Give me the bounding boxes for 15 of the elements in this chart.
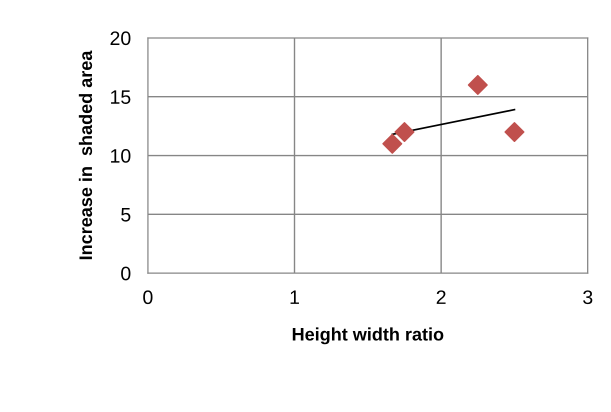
y-tick-label: 10	[111, 149, 130, 163]
point	[382, 134, 402, 154]
point	[468, 74, 488, 95]
x-tick-label: 0	[143, 290, 153, 304]
y-axis-title: Increase in shaded area	[78, 50, 92, 260]
y-tick-label: 20	[110, 31, 130, 46]
x-axis-title: Height width ratio	[292, 327, 444, 344]
point	[394, 122, 414, 142]
point	[504, 122, 524, 142]
y-tick-label: 5	[121, 208, 130, 222]
x-tick-label: 2	[436, 290, 446, 304]
y-tick-label: 15	[111, 90, 130, 104]
y-tick-label: 0	[121, 266, 130, 280]
x-tick-label: 3	[583, 290, 592, 304]
x-tick-label: 1	[290, 290, 299, 304]
